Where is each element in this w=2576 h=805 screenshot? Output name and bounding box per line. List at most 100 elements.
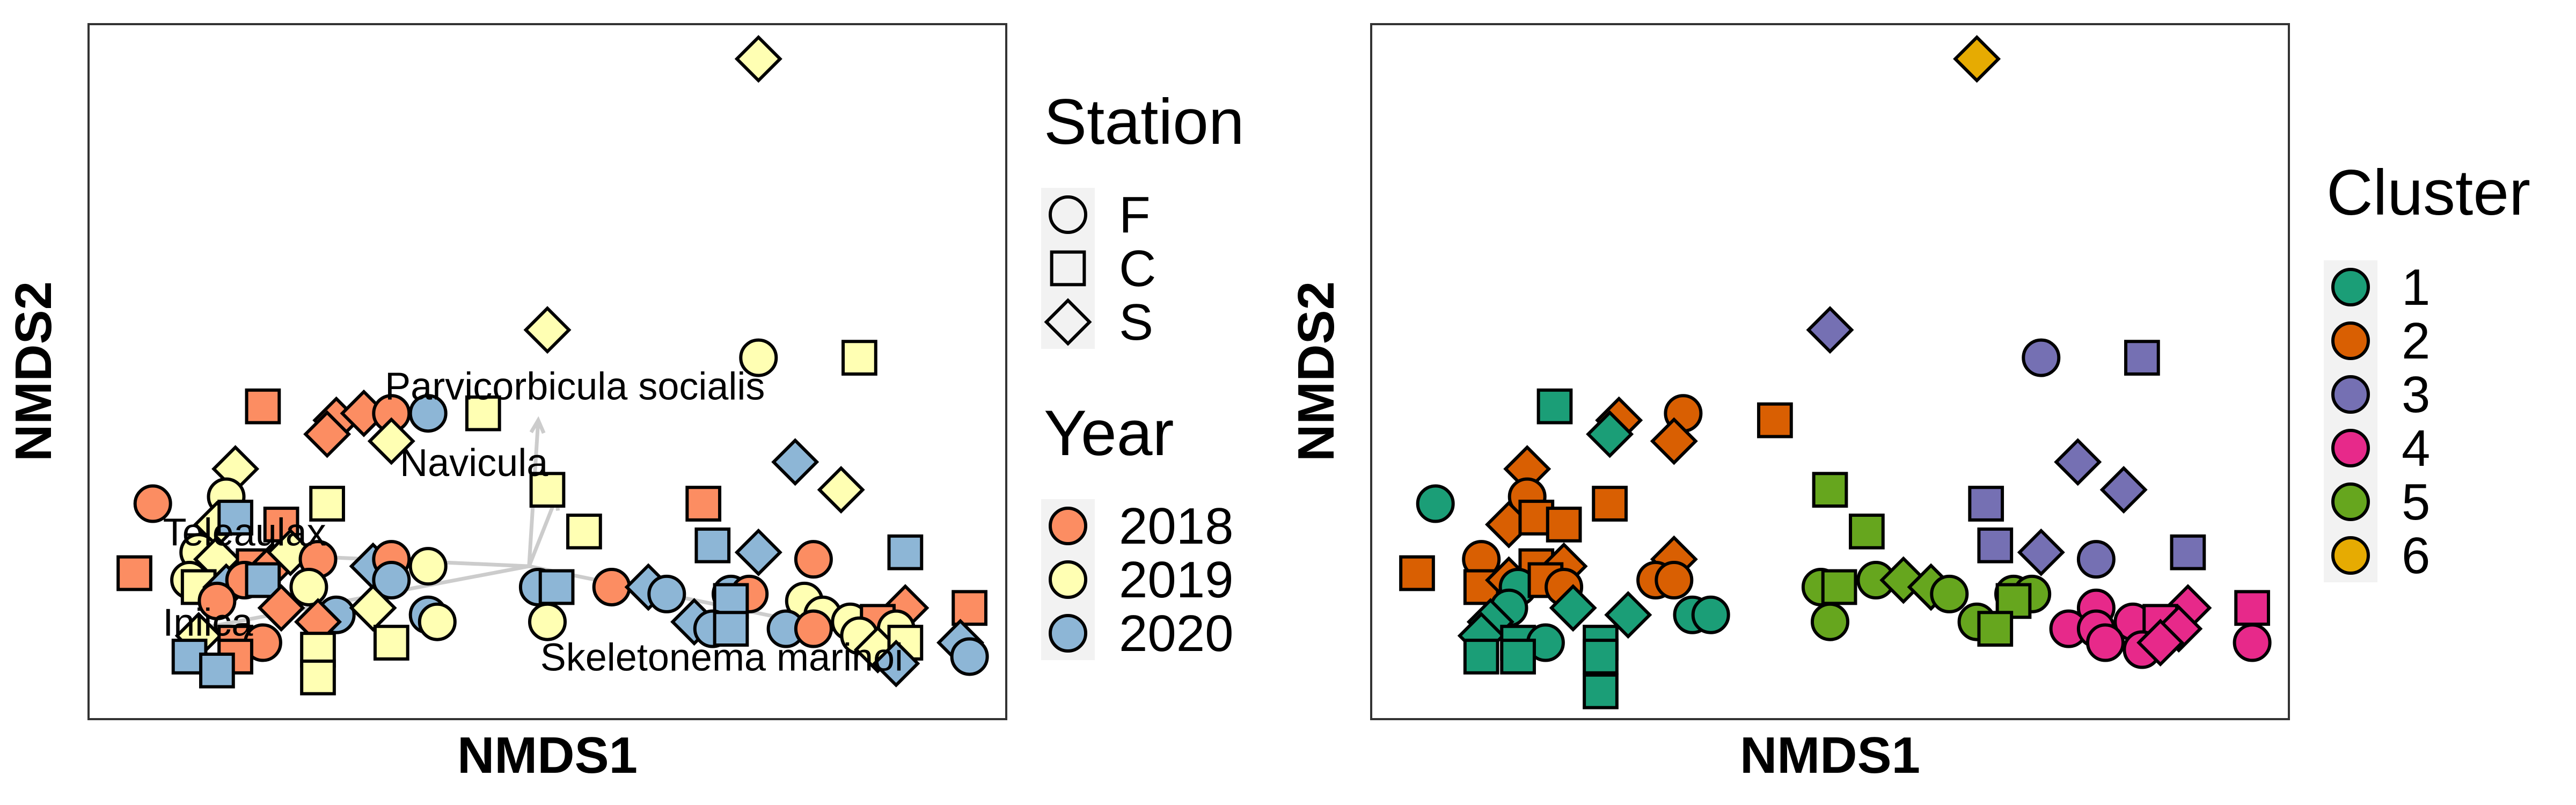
- data-point: [303, 410, 352, 458]
- data-point: [739, 338, 778, 377]
- data-point: [309, 486, 345, 522]
- data-point: [1977, 527, 2014, 564]
- data-point: [245, 562, 281, 598]
- data-point: [528, 602, 567, 641]
- cluster-legend-key-1: [2331, 268, 2370, 306]
- cluster-legend-key-6: [2331, 536, 2370, 575]
- data-point: [1930, 574, 1969, 613]
- data-point: [197, 581, 237, 620]
- data-point: [1953, 35, 2001, 83]
- station-legend-key-f: [1049, 195, 1087, 234]
- data-point: [1500, 639, 1536, 675]
- cluster-legend-label: 2: [2402, 312, 2430, 370]
- data-point: [1586, 410, 1634, 458]
- left-y-axis-title: NMDS2: [5, 281, 62, 462]
- data-point: [647, 574, 686, 613]
- station-legend-key-s: [1044, 298, 1092, 346]
- data-point: [408, 394, 448, 433]
- biplot-arrowhead: [529, 416, 546, 434]
- data-point: [2099, 466, 2148, 514]
- data-point: [133, 484, 172, 523]
- data-point: [2170, 534, 2206, 570]
- data-point: [685, 486, 722, 522]
- data-point: [952, 590, 987, 626]
- data-point: [794, 609, 833, 648]
- biplot-arrow: [527, 495, 559, 568]
- data-point: [523, 306, 572, 354]
- data-point: [1583, 673, 1619, 709]
- data-point: [1968, 486, 2004, 522]
- data-point: [713, 611, 749, 647]
- station-legend-label: F: [1119, 186, 1151, 244]
- data-point: [372, 561, 411, 599]
- data-point: [950, 637, 989, 676]
- data-point: [217, 500, 253, 536]
- data-point: [1416, 484, 1455, 523]
- data-point: [529, 472, 566, 508]
- data-point: [1812, 472, 1848, 508]
- data-point: [465, 395, 501, 431]
- station-legend-key-c: [1050, 250, 1086, 287]
- data-point: [2234, 590, 2270, 626]
- data-point: [1463, 639, 1499, 675]
- data-point: [1691, 595, 1730, 634]
- year-legend-title: Year: [1044, 397, 1174, 469]
- station-legend-label: S: [1119, 294, 1153, 351]
- data-point: [1806, 306, 1854, 354]
- left-panel: Parvicorbicula socialis Navicula Teleaulax…: [5, 23, 1245, 784]
- station-legend: Station FCS: [1041, 86, 1245, 351]
- data-point: [373, 625, 409, 661]
- cluster-legend-label: 3: [2402, 366, 2430, 423]
- data-point: [2017, 528, 2065, 576]
- data-point: [1546, 507, 1582, 543]
- data-point: [1399, 555, 1435, 591]
- cluster-legend-label: 1: [2402, 259, 2430, 316]
- data-point: [199, 652, 235, 689]
- data-point: [817, 466, 865, 514]
- data-point: [2136, 619, 2185, 667]
- data-point: [734, 528, 782, 576]
- data-point: [1592, 486, 1628, 522]
- cluster-legend-key-2: [2331, 321, 2370, 360]
- data-point: [2233, 623, 2272, 662]
- data-point: [1583, 639, 1619, 675]
- data-point: [1879, 556, 1928, 604]
- left-x-axis-title: NMDS1: [457, 727, 638, 784]
- data-point: [1604, 591, 1652, 639]
- cluster-legend-title: Cluster: [2326, 157, 2530, 229]
- year-legend-label: 2018: [1119, 497, 1234, 555]
- station-legend-label: C: [1119, 240, 1156, 297]
- biplot-vector-label: Navicula: [400, 442, 548, 485]
- cluster-legend-label: 6: [2402, 527, 2430, 584]
- data-point: [1977, 611, 2014, 647]
- cluster-legend-key-5: [2331, 482, 2370, 521]
- left-scatter-points: [116, 35, 989, 696]
- cluster-legend-key-3: [2331, 375, 2370, 414]
- data-point: [418, 602, 457, 641]
- data-point: [2054, 438, 2102, 486]
- right-scatter-points: [1399, 35, 2272, 709]
- year-legend-key-2019: [1049, 560, 1087, 599]
- year-legend-label: 2020: [1119, 605, 1234, 662]
- biplot-vector-label: Parvicorbicula socialis: [385, 365, 765, 408]
- data-point: [771, 438, 819, 486]
- data-point: [1650, 417, 1698, 465]
- data-point: [694, 527, 731, 564]
- right-y-axis-title: NMDS2: [1287, 281, 1345, 462]
- biplot-vector-labels: Parvicorbicula socialis Navicula Teleaulax…: [163, 365, 903, 679]
- data-point: [794, 540, 833, 579]
- data-point: [887, 534, 924, 570]
- cluster-legend-label: 4: [2402, 420, 2430, 477]
- cluster-legend-label: 5: [2402, 473, 2430, 531]
- biplot-vector-label: Iniica: [163, 602, 253, 645]
- data-point: [1757, 402, 1793, 438]
- data-point: [289, 567, 328, 606]
- data-point: [2022, 338, 2061, 377]
- data-point: [566, 513, 602, 550]
- data-point: [1655, 561, 1694, 599]
- cluster-legend-key-4: [2331, 429, 2370, 467]
- biplot-vector-label: Teleaulax: [163, 511, 326, 554]
